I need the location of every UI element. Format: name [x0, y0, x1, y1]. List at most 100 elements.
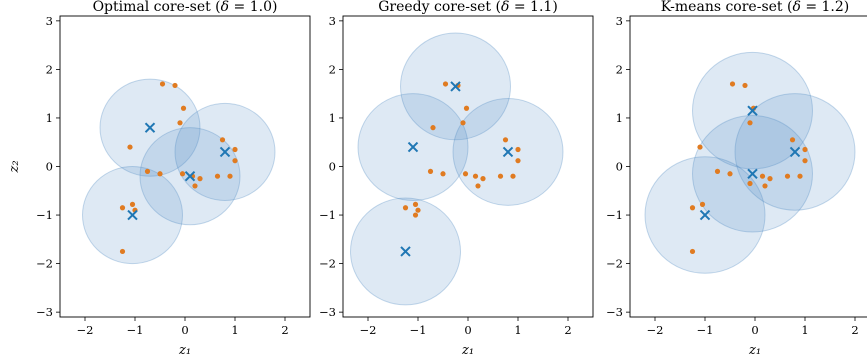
y-tick-label: 0 [616, 160, 623, 174]
data-point [515, 146, 521, 153]
data-point [515, 158, 521, 164]
center-marker [450, 81, 461, 92]
x-tick-label: 2 [281, 323, 288, 337]
x-tick-label: −2 [360, 323, 377, 337]
y-tick-label: 1 [616, 111, 623, 125]
y-tick-label: 1 [46, 111, 53, 125]
data-point [157, 171, 163, 177]
data-point [472, 173, 479, 179]
y-tick-label: 2 [616, 62, 623, 76]
y-tick-label: −1 [606, 208, 623, 222]
data-point [510, 173, 516, 179]
x-tick-label: 0 [751, 323, 758, 337]
data-point [767, 176, 773, 182]
data-point [430, 125, 436, 131]
center-marker [747, 168, 758, 179]
y-tick-label: 3 [46, 14, 53, 28]
center-marker [502, 146, 514, 158]
center-marker [144, 122, 156, 133]
data-point [475, 183, 481, 189]
data-point [440, 171, 446, 177]
y-tick-label: 3 [616, 14, 623, 28]
y-tick-label: −2 [319, 257, 336, 271]
y-tick-label: −1 [319, 208, 336, 222]
y-tick-label: −3 [606, 305, 623, 319]
data-point [797, 173, 803, 179]
x-axis-label: z₁ [461, 343, 474, 358]
x-axis-label: z₁ [748, 343, 761, 358]
y-tick-label: −2 [36, 257, 53, 271]
data-point [144, 168, 151, 174]
data-point [192, 183, 198, 189]
y-tick-label: −1 [36, 208, 53, 222]
x-tick-label: 0 [181, 323, 188, 337]
data-point [177, 120, 183, 126]
center-marker [127, 209, 138, 221]
data-point [119, 248, 126, 255]
data-point [802, 158, 808, 164]
data-point [697, 144, 703, 150]
data-point [460, 120, 466, 126]
data-point [789, 137, 796, 143]
data-point [699, 201, 706, 207]
y-tick-label: 3 [329, 14, 336, 28]
data-point [502, 137, 509, 143]
plot-area [350, 32, 564, 306]
center-marker [184, 171, 196, 182]
data-point [759, 173, 766, 179]
x-tick-label: 1 [231, 323, 238, 337]
data-point [689, 205, 696, 211]
data-point [214, 173, 221, 179]
chart-title: Greedy core-set (δ = 1.1) [378, 0, 558, 15]
center-marker [789, 146, 801, 158]
data-point [762, 183, 768, 189]
center-marker [219, 146, 231, 158]
data-point [747, 180, 753, 187]
x-tick-label: −2 [647, 323, 664, 337]
x-tick-label: −1 [127, 323, 144, 337]
y-tick-label: 1 [329, 111, 336, 125]
y-tick-label: −3 [319, 305, 336, 319]
data-point [232, 146, 238, 153]
data-point [415, 207, 421, 213]
data-point [127, 144, 133, 150]
data-point [412, 212, 419, 218]
x-tick-label: −1 [697, 323, 714, 337]
chart-title: K-means core-set (δ = 1.2) [661, 0, 850, 15]
data-point [714, 168, 721, 174]
data-point [129, 201, 136, 207]
chart-title: Optimal core-set (δ = 1.0) [93, 0, 278, 15]
y-tick-label: −3 [36, 305, 53, 319]
data-point [727, 171, 733, 177]
y-tick-label: −2 [606, 257, 623, 271]
x-tick-label: 1 [801, 323, 808, 337]
x-tick-label: −2 [77, 323, 94, 337]
data-point [463, 105, 470, 111]
data-point [402, 205, 409, 211]
data-point [462, 171, 469, 177]
center-marker [407, 141, 419, 153]
chart-panel-2: −2 −1 0 1 2 −3 −2 −1 0 1 2 3 Greedy core-set (δ = 1.… [319, 0, 594, 358]
data-point [180, 105, 187, 111]
data-point [442, 81, 449, 87]
data-point [480, 176, 486, 182]
chart-panel-1: −2 −1 0 1 2 −3 −2 −1 0 1 2 3 Optimal core-set (δ = 1… [7, 0, 311, 358]
data-point [232, 158, 238, 164]
data-point [412, 201, 419, 207]
plot-area [82, 78, 276, 265]
center-marker [699, 209, 711, 221]
x-tick-label: 1 [514, 323, 521, 337]
y-tick-label: 2 [46, 62, 53, 76]
center-marker [747, 105, 758, 116]
data-point [729, 81, 736, 87]
data-point [159, 81, 166, 87]
data-point [747, 120, 753, 126]
x-tick-label: −1 [410, 323, 427, 337]
data-point [197, 176, 203, 182]
data-point [742, 82, 748, 89]
x-axis-label: z₁ [178, 343, 191, 358]
data-point [227, 173, 233, 179]
y-axis-label: z₂ [7, 160, 22, 173]
data-point [172, 82, 178, 89]
